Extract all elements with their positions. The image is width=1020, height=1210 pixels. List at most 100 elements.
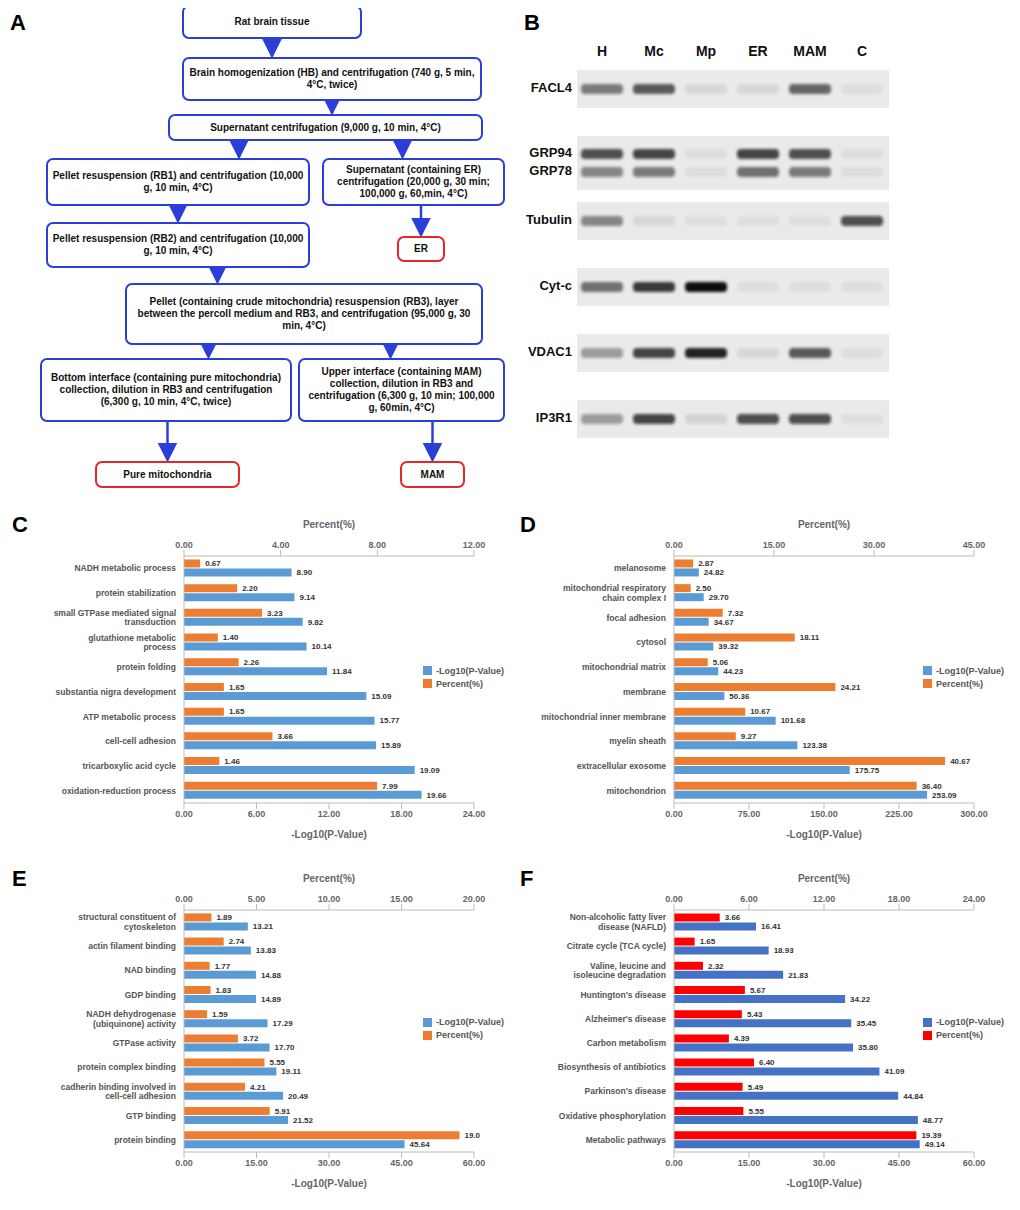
svg-text:Non-alcoholic fatty liverdisea: Non-alcoholic fatty liverdisease (NAFLD) xyxy=(570,912,667,931)
svg-text:15.00: 15.00 xyxy=(390,894,413,904)
svg-text:30.00: 30.00 xyxy=(318,1158,341,1168)
svg-text:0.00: 0.00 xyxy=(175,540,193,550)
svg-text:24.00: 24.00 xyxy=(963,894,986,904)
svg-text:0.00: 0.00 xyxy=(665,894,683,904)
svg-text:cell-cell adhesion: cell-cell adhesion xyxy=(105,736,176,746)
svg-text:membrane: membrane xyxy=(623,687,666,697)
svg-text:2.32: 2.32 xyxy=(708,962,724,971)
svg-text:1.89: 1.89 xyxy=(216,913,232,922)
svg-text:FACL4: FACL4 xyxy=(531,80,573,95)
svg-text:Percent(%): Percent(%) xyxy=(303,873,355,884)
svg-text:12.00: 12.00 xyxy=(318,809,341,819)
svg-text:8.00: 8.00 xyxy=(369,540,387,550)
svg-text:myelin sheath: myelin sheath xyxy=(609,736,666,746)
svg-text:1.65: 1.65 xyxy=(229,683,245,692)
svg-text:1.65: 1.65 xyxy=(700,937,716,946)
svg-text:5.91: 5.91 xyxy=(275,1107,291,1116)
svg-text:structural constituent ofcytos: structural constituent ofcytoskeleton xyxy=(78,912,176,931)
svg-text:19.09: 19.09 xyxy=(420,766,441,775)
svg-text:10.14: 10.14 xyxy=(312,642,333,651)
svg-text:17.29: 17.29 xyxy=(273,1019,294,1028)
svg-text:24.21: 24.21 xyxy=(840,683,861,692)
svg-text:34.67: 34.67 xyxy=(714,618,735,627)
svg-text:6.00: 6.00 xyxy=(248,809,266,819)
svg-text:14.88: 14.88 xyxy=(261,971,282,980)
svg-text:Metabolic pathways: Metabolic pathways xyxy=(586,1135,667,1145)
svg-text:300.00: 300.00 xyxy=(960,809,988,819)
svg-text:12.00: 12.00 xyxy=(813,894,836,904)
svg-text:35.45: 35.45 xyxy=(856,1019,877,1028)
svg-text:19.66: 19.66 xyxy=(427,791,448,800)
svg-text:Carbon metabolism: Carbon metabolism xyxy=(587,1038,667,1048)
svg-text:2.74: 2.74 xyxy=(229,937,245,946)
svg-text:20.00: 20.00 xyxy=(463,894,486,904)
svg-text:40.67: 40.67 xyxy=(950,757,971,766)
svg-text:tricarboxylic acid cycle: tricarboxylic acid cycle xyxy=(82,761,176,771)
svg-text:GDP binding: GDP binding xyxy=(125,990,176,1000)
svg-text:Valine, leucine andisoleucine: Valine, leucine andisoleucine degradatio… xyxy=(573,961,666,980)
svg-text:29.70: 29.70 xyxy=(709,593,730,602)
svg-text:small GTPase mediated signaltr: small GTPase mediated signaltransduction xyxy=(54,608,176,627)
svg-text:Biosynthesis of antibiotics: Biosynthesis of antibiotics xyxy=(558,1062,666,1072)
svg-text:IP3R1: IP3R1 xyxy=(536,410,572,425)
svg-text:Alzheimer's disease: Alzheimer's disease xyxy=(585,1014,666,1024)
svg-text:4.21: 4.21 xyxy=(250,1083,266,1092)
svg-text:3.66: 3.66 xyxy=(725,913,741,922)
svg-text:mitochondrial inner membrane: mitochondrial inner membrane xyxy=(541,712,666,722)
svg-text:protein folding: protein folding xyxy=(117,662,177,672)
svg-text:17.70: 17.70 xyxy=(275,1043,296,1052)
svg-text:18.00: 18.00 xyxy=(888,894,911,904)
svg-text:24.00: 24.00 xyxy=(463,809,486,819)
svg-text:6.40: 6.40 xyxy=(759,1058,775,1067)
svg-text:60.00: 60.00 xyxy=(463,1158,486,1168)
svg-text:protein stabilization: protein stabilization xyxy=(96,588,176,598)
svg-text:6.00: 6.00 xyxy=(740,894,758,904)
svg-text:150.00: 150.00 xyxy=(810,809,838,819)
svg-text:48.77: 48.77 xyxy=(923,1116,944,1125)
svg-text:21.52: 21.52 xyxy=(293,1116,314,1125)
svg-text:ATP metabolic process: ATP metabolic process xyxy=(83,712,176,722)
svg-text:mitochondrial matrix: mitochondrial matrix xyxy=(582,662,666,672)
svg-text:Mp: Mp xyxy=(696,43,716,59)
svg-text:0.00: 0.00 xyxy=(175,809,193,819)
svg-text:4.39: 4.39 xyxy=(734,1034,750,1043)
svg-text:30.00: 30.00 xyxy=(813,1158,836,1168)
svg-text:1.46: 1.46 xyxy=(224,757,240,766)
svg-text:30.00: 30.00 xyxy=(863,540,886,550)
svg-text:Parkinson's disease: Parkinson's disease xyxy=(585,1086,667,1096)
svg-text:5.49: 5.49 xyxy=(748,1083,764,1092)
svg-text:34.22: 34.22 xyxy=(850,995,871,1004)
svg-text:5.67: 5.67 xyxy=(750,986,766,995)
svg-text:mitochondrial respiratorychain: mitochondrial respiratorychain complex I xyxy=(563,583,666,602)
svg-text:VDAC1: VDAC1 xyxy=(528,344,572,359)
svg-text:2.20: 2.20 xyxy=(242,584,258,593)
svg-text:14.89: 14.89 xyxy=(261,995,282,1004)
svg-text:44.23: 44.23 xyxy=(723,667,744,676)
svg-text:75.00: 75.00 xyxy=(738,809,761,819)
svg-text:20.49: 20.49 xyxy=(288,1092,309,1101)
svg-text:mitochondrion: mitochondrion xyxy=(607,786,667,796)
svg-text:18.93: 18.93 xyxy=(774,946,795,955)
svg-text:10.67: 10.67 xyxy=(750,707,771,716)
svg-text:9.82: 9.82 xyxy=(308,618,324,627)
svg-text:GTPase activity: GTPase activity xyxy=(113,1038,177,1048)
svg-text:2.87: 2.87 xyxy=(698,559,714,568)
svg-text:45.00: 45.00 xyxy=(390,1158,413,1168)
svg-text:0.00: 0.00 xyxy=(665,809,683,819)
svg-text:19.11: 19.11 xyxy=(281,1067,301,1076)
svg-text:C: C xyxy=(857,43,867,59)
svg-text:Citrate cycle (TCA cycle): Citrate cycle (TCA cycle) xyxy=(567,941,667,951)
svg-text:2.26: 2.26 xyxy=(244,658,260,667)
svg-text:GRP94: GRP94 xyxy=(529,145,572,160)
svg-text:15.00: 15.00 xyxy=(738,1158,761,1168)
svg-text:oxidation-reduction process: oxidation-reduction process xyxy=(62,786,177,796)
svg-text:GTP binding: GTP binding xyxy=(126,1111,176,1121)
svg-text:Oxidative phosphorylation: Oxidative phosphorylation xyxy=(559,1111,666,1121)
svg-text:9.14: 9.14 xyxy=(299,593,315,602)
svg-text:focal adhesion: focal adhesion xyxy=(606,613,666,623)
svg-text:-Log10(P-Value): -Log10(P-Value) xyxy=(291,829,367,840)
svg-text:50.36: 50.36 xyxy=(729,692,750,701)
svg-text:glutathione metabolicprocess: glutathione metabolicprocess xyxy=(88,633,176,652)
svg-text:10.00: 10.00 xyxy=(318,894,341,904)
svg-text:5.43: 5.43 xyxy=(747,1010,763,1019)
